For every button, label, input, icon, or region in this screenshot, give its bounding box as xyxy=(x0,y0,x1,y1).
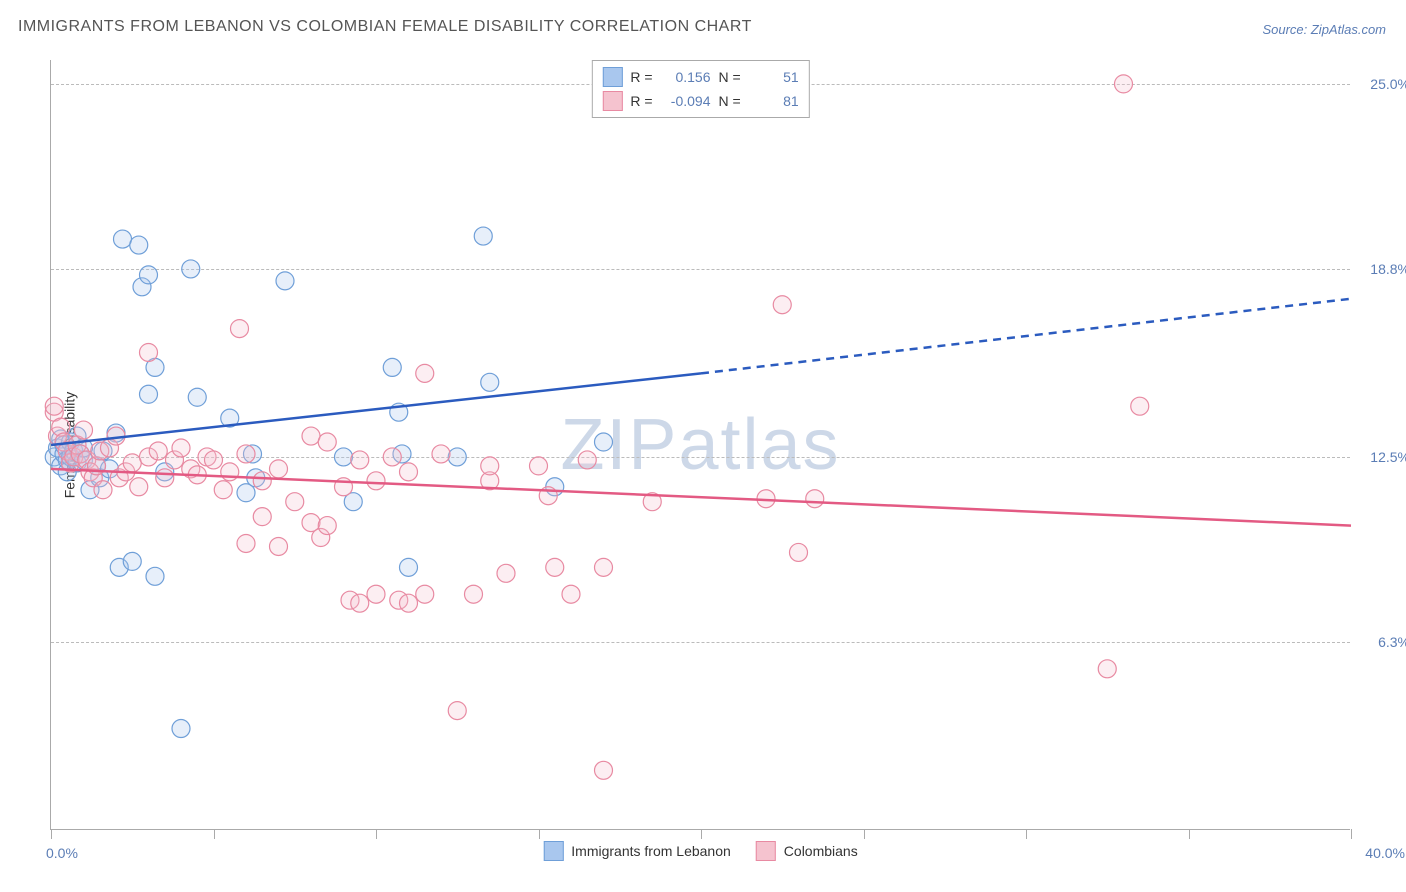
scatter-svg xyxy=(51,60,1350,829)
x-tick xyxy=(214,829,215,839)
data-point xyxy=(474,227,492,245)
data-point xyxy=(75,421,93,439)
data-point xyxy=(1115,75,1133,93)
data-point xyxy=(140,266,158,284)
data-point xyxy=(481,457,499,475)
x-tick xyxy=(376,829,377,839)
data-point xyxy=(253,508,271,526)
data-point xyxy=(806,490,824,508)
data-point xyxy=(1098,660,1116,678)
data-point xyxy=(1131,397,1149,415)
data-point xyxy=(94,481,112,499)
data-point xyxy=(383,358,401,376)
data-point xyxy=(140,385,158,403)
data-point xyxy=(276,272,294,290)
data-point xyxy=(318,433,336,451)
x-tick xyxy=(701,829,702,839)
data-point xyxy=(562,585,580,603)
data-point xyxy=(416,364,434,382)
data-point xyxy=(123,454,141,472)
legend-item-2: Colombians xyxy=(756,841,858,861)
data-point xyxy=(595,433,613,451)
x-tick xyxy=(1189,829,1190,839)
data-point xyxy=(188,388,206,406)
y-tick-label: 18.8% xyxy=(1370,261,1406,277)
data-point xyxy=(237,445,255,463)
data-point xyxy=(123,552,141,570)
source-label: Source: ZipAtlas.com xyxy=(1262,22,1386,37)
legend-item-1: Immigrants from Lebanon xyxy=(543,841,731,861)
legend-label-1: Immigrants from Lebanon xyxy=(571,843,731,859)
data-point xyxy=(231,320,249,338)
y-tick-label: 12.5% xyxy=(1370,449,1406,465)
x-tick xyxy=(1351,829,1352,839)
legend-label-2: Colombians xyxy=(784,843,858,859)
chart-title: IMMIGRANTS FROM LEBANON VS COLOMBIAN FEM… xyxy=(18,18,752,36)
data-point xyxy=(335,448,353,466)
x-max-label: 40.0% xyxy=(1365,845,1405,861)
data-point xyxy=(270,460,288,478)
data-point xyxy=(205,451,223,469)
x-tick xyxy=(51,829,52,839)
data-point xyxy=(270,537,288,555)
data-point xyxy=(773,296,791,314)
data-point xyxy=(595,558,613,576)
data-point xyxy=(253,472,271,490)
data-point xyxy=(237,534,255,552)
data-point xyxy=(465,585,483,603)
swatch-blue xyxy=(543,841,563,861)
data-point xyxy=(286,493,304,511)
data-point xyxy=(140,343,158,361)
data-point xyxy=(416,585,434,603)
data-point xyxy=(400,594,418,612)
data-point xyxy=(546,558,564,576)
data-point xyxy=(130,478,148,496)
data-point xyxy=(383,448,401,466)
y-tick-label: 25.0% xyxy=(1370,76,1406,92)
x-min-label: 0.0% xyxy=(46,845,78,861)
data-point xyxy=(790,543,808,561)
data-point xyxy=(351,594,369,612)
data-point xyxy=(578,451,596,469)
data-point xyxy=(130,236,148,254)
swatch-pink xyxy=(756,841,776,861)
plot-area: ZIPatlas Female Disability 6.3%12.5%18.8… xyxy=(50,60,1350,830)
data-point xyxy=(530,457,548,475)
data-point xyxy=(481,373,499,391)
data-point xyxy=(432,445,450,463)
data-point xyxy=(367,585,385,603)
data-point xyxy=(400,463,418,481)
data-point xyxy=(149,442,167,460)
data-point xyxy=(448,702,466,720)
data-point xyxy=(114,230,132,248)
x-tick xyxy=(539,829,540,839)
data-point xyxy=(156,469,174,487)
data-point xyxy=(400,558,418,576)
data-point xyxy=(367,472,385,490)
data-point xyxy=(351,451,369,469)
data-point xyxy=(318,517,336,535)
data-point xyxy=(448,448,466,466)
data-point xyxy=(302,427,320,445)
x-tick xyxy=(1026,829,1027,839)
series-legend: Immigrants from Lebanon Colombians xyxy=(543,841,857,861)
data-point xyxy=(182,260,200,278)
data-point xyxy=(45,397,63,415)
data-point xyxy=(172,720,190,738)
data-point xyxy=(146,567,164,585)
y-tick-label: 6.3% xyxy=(1378,634,1406,650)
data-point xyxy=(214,481,232,499)
trend-line-dashed xyxy=(701,299,1351,374)
data-point xyxy=(172,439,190,457)
x-tick xyxy=(864,829,865,839)
data-point xyxy=(497,564,515,582)
data-point xyxy=(595,761,613,779)
